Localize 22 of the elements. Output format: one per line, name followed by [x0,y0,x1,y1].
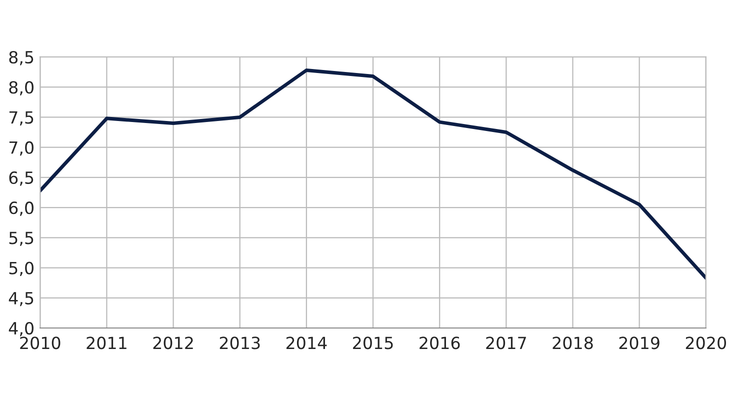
x-tick-label: 2014 [286,336,327,350]
x-tick-label: 2015 [353,336,393,350]
y-tick-label: 8,5 [9,50,34,66]
y-tick-label: 5,0 [9,262,34,276]
y-tick-label: 6,5 [9,171,34,186]
x-tick-label: 2017 [486,336,526,350]
x-tick-label: 2013 [220,336,260,350]
line-series [40,68,706,280]
x-tick-label: 2010 [20,336,60,350]
y-tick-label: 4,0 [8,322,34,336]
y-tick-label: 7,5 [9,111,34,126]
x-tick-label: 2018 [552,336,593,350]
x-tick-label: 2019 [619,336,660,350]
x-tick-label: 2011 [86,336,126,350]
y-tick-label: 6,0 [9,202,34,216]
y-tick-label: 7,0 [9,141,34,156]
y-tick-label: 5,5 [9,232,34,246]
y-tick-label: 8,0 [9,81,34,96]
y-tick-label: 4,5 [8,292,34,306]
x-tick-label: 2020 [686,336,726,350]
x-tick-label: 2012 [153,336,193,350]
x-tick-label: 2016 [420,336,460,350]
